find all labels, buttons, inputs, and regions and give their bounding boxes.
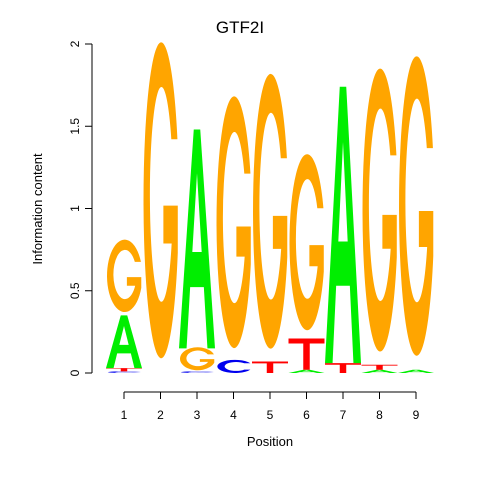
- logo-letter-g-pos-8: [362, 68, 397, 352]
- y-axis-title: Information content: [30, 153, 45, 265]
- x-tick-label: 1: [121, 408, 128, 422]
- x-tick-label: 2: [157, 408, 164, 422]
- logo-letter-t-pos-5: [252, 361, 288, 373]
- logo-letter-g-pos-6: [289, 154, 324, 331]
- logo-letter-c-pos-4: [217, 359, 251, 373]
- y-tick-label: 1.5: [68, 118, 82, 135]
- chart-title: GTF2I: [216, 18, 264, 37]
- logo-letter-g-pos-2: [143, 42, 178, 359]
- logo-letter-a-pos-9: [398, 369, 434, 373]
- y-tick-label: 2: [68, 40, 82, 47]
- x-tick-label: 7: [340, 408, 347, 422]
- y-tick-label: 1: [68, 205, 82, 212]
- y-tick-label: 0.5: [68, 282, 82, 299]
- logo-letter-g-pos-9: [399, 56, 434, 356]
- x-axis-title: Position: [247, 434, 293, 449]
- x-tick-label: 4: [230, 408, 237, 422]
- logo-letter-t-pos-6: [288, 338, 325, 370]
- y-tick-label: 0: [68, 369, 82, 376]
- logo-letter-a-pos-1: [106, 315, 142, 369]
- x-tick-label: 5: [267, 408, 274, 422]
- logo-letter-a-pos-7: [325, 86, 361, 364]
- x-axis: 1 2 3 4 5 6 7 8 9: [121, 391, 420, 422]
- logo-letter-g-pos-3: [180, 347, 215, 371]
- logo-letter-c-pos-1: [107, 371, 141, 373]
- logo-letters: [106, 42, 434, 373]
- logo-letter-t-pos-7: [325, 363, 361, 373]
- logo-letter-g-pos-1: [107, 239, 142, 313]
- y-axis: 0 0.5 1 1.5 2: [68, 40, 93, 376]
- x-tick-label: 9: [413, 408, 420, 422]
- logo-letter-a-pos-6: [288, 369, 325, 373]
- logo-letter-g-pos-4: [216, 96, 251, 349]
- logo-letter-c-pos-3: [180, 371, 214, 373]
- x-tick-label: 6: [303, 408, 310, 422]
- logo-letter-a-pos-8: [361, 369, 398, 373]
- x-tick-label: 8: [376, 408, 383, 422]
- logo-letter-t-pos-1: [106, 368, 142, 372]
- logo-letter-t-pos-8: [361, 364, 398, 370]
- x-tick-label: 3: [194, 408, 201, 422]
- logo-letter-a-pos-3: [179, 129, 215, 349]
- logo-letter-g-pos-5: [253, 73, 288, 349]
